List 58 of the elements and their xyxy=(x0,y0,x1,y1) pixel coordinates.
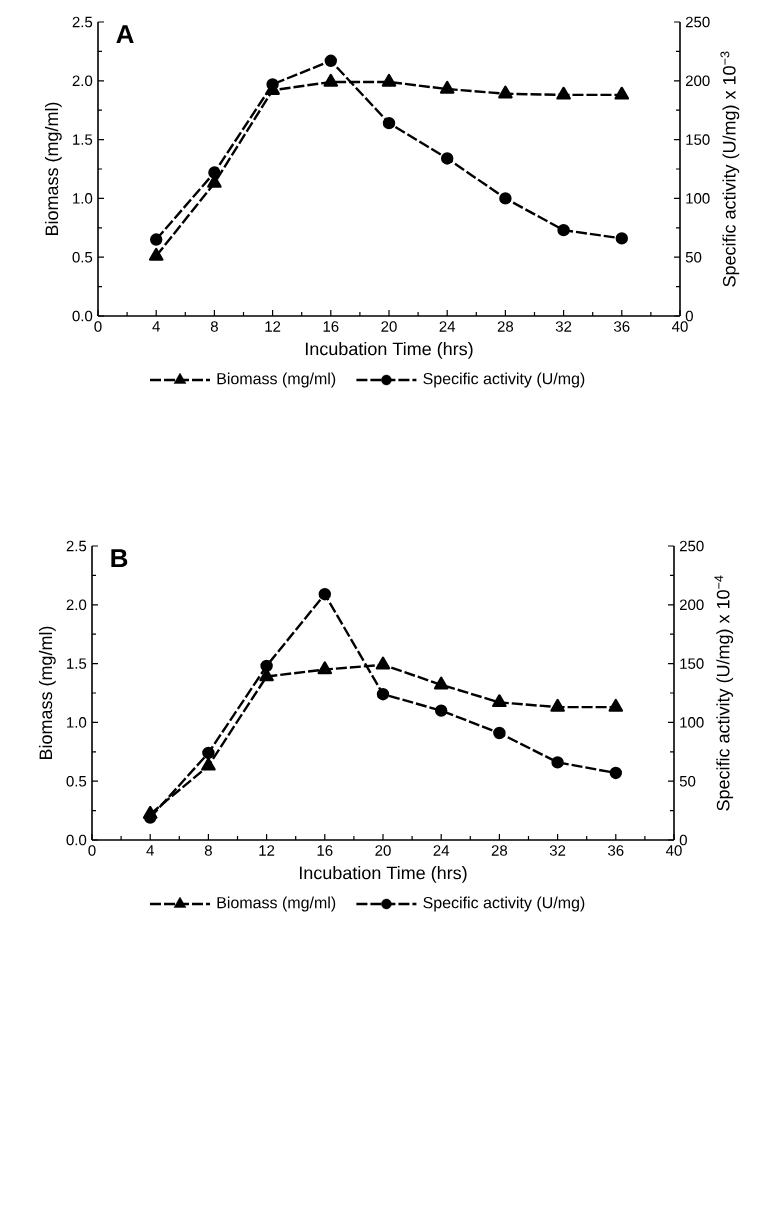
y-tick-label: 0.5 xyxy=(66,775,87,787)
y-tick-label: 1.0 xyxy=(73,193,93,204)
legend-label: Specific activity (U/mg) xyxy=(423,372,585,388)
x-tick-label: 16 xyxy=(323,321,339,332)
x-axis-title: Incubation Time (hrs) xyxy=(299,866,467,883)
x-tick-label: 40 xyxy=(671,321,688,332)
legend-label: Biomass (mg/ml) xyxy=(217,372,336,388)
legend-label: Specific activity (U/mg) xyxy=(423,896,585,912)
x-tick-label: 12 xyxy=(259,845,275,856)
x-axis-title: Incubation Time (hrs) xyxy=(305,342,473,359)
y2-tick-label: 200 xyxy=(685,75,710,87)
x-tick-label: 12 xyxy=(265,321,281,332)
chart-title: A xyxy=(116,25,134,44)
y2-tick-label: 150 xyxy=(680,658,704,669)
x-tick-label: 4 xyxy=(152,321,160,332)
y2-tick-label: 250 xyxy=(685,16,710,28)
x-tick-label: 36 xyxy=(608,845,624,856)
y-axis-title: Biomass (mg/ml) xyxy=(38,626,56,760)
x-tick-label: 36 xyxy=(614,321,630,332)
y-tick-label: 2.0 xyxy=(72,75,93,87)
legend-label: Biomass (mg/ml) xyxy=(217,896,336,912)
y2-tick-label: 250 xyxy=(679,540,704,552)
x-tick-label: 24 xyxy=(439,321,456,332)
y2-tick-label: 50 xyxy=(679,775,696,787)
x-tick-label: 32 xyxy=(549,845,566,856)
x-tick-label: 16 xyxy=(317,845,333,856)
y2-axis-title: Specific activity (U/mg) x 10$^{−4}$ xyxy=(714,575,734,811)
y2-tick-label: 150 xyxy=(686,134,710,145)
x-tick-label: 24 xyxy=(433,845,450,856)
x-tick-label: 40 xyxy=(665,845,682,856)
y-tick-label: 0.0 xyxy=(72,310,93,322)
y-tick-label: 1.5 xyxy=(73,134,93,145)
x-tick-label: 20 xyxy=(381,321,397,332)
y2-axis-title: Specific activity (U/mg) x 10$^{−3}$ xyxy=(720,51,740,287)
x-tick-label: 8 xyxy=(210,321,218,332)
x-tick-label: 20 xyxy=(375,845,391,856)
x-tick-label: 32 xyxy=(555,321,572,332)
y2-tick-label: 50 xyxy=(685,251,702,263)
x-tick-label: 4 xyxy=(146,845,154,856)
x-tick-label: 0 xyxy=(88,845,96,856)
y-tick-label: 2.5 xyxy=(72,16,93,28)
x-tick-label: 0 xyxy=(94,321,102,332)
x-tick-label: 28 xyxy=(491,845,508,856)
chart-title: B xyxy=(111,549,128,568)
y2-tick-label: 0 xyxy=(679,834,687,846)
x-tick-label: 28 xyxy=(497,321,514,332)
y-tick-label: 0.5 xyxy=(72,251,93,263)
y2-tick-label: 100 xyxy=(686,193,710,204)
x-tick-label: 8 xyxy=(204,845,212,856)
y-tick-label: 0.0 xyxy=(66,834,87,846)
y2-tick-label: 100 xyxy=(680,717,704,728)
y2-tick-label: 200 xyxy=(679,599,704,611)
y-axis-title: Biomass (mg/ml) xyxy=(44,102,62,236)
y2-tick-label: 0 xyxy=(685,310,693,322)
y-tick-label: 2.0 xyxy=(66,599,87,611)
y-tick-label: 1.5 xyxy=(67,658,87,669)
y-tick-label: 1.0 xyxy=(67,717,87,728)
y-tick-label: 2.5 xyxy=(66,540,87,552)
